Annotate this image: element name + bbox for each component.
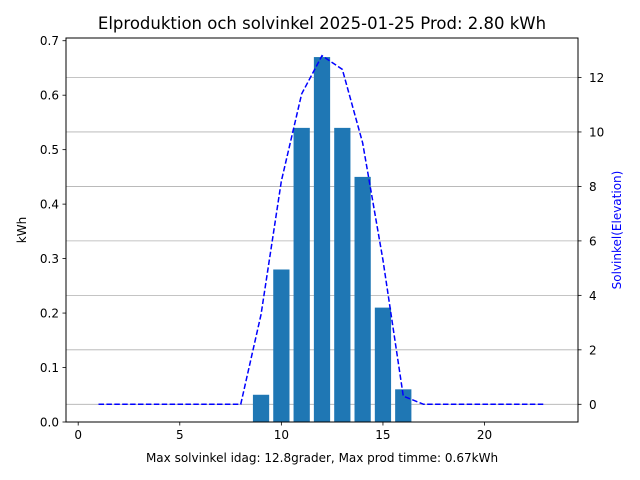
bar	[374, 307, 392, 422]
x-axis: 0 5 10 15 20	[74, 422, 492, 442]
y-axis-left: 0.0 0.1 0.2 0.3 0.4 0.5 0.6 0.7	[40, 34, 66, 430]
y-tick-label: 0.4	[40, 198, 59, 212]
y-tick-label: 0.6	[40, 89, 59, 103]
y-axis-label: kWh	[15, 217, 29, 243]
y2-tick-label: 8	[589, 180, 597, 194]
production-bars	[252, 57, 412, 422]
x-tick-label: 20	[477, 428, 492, 442]
y2-tick-label: 2	[589, 343, 597, 357]
y2-axis-label: Solvinkel(Elevation)	[610, 171, 624, 290]
x-tick-label: 10	[274, 428, 289, 442]
plot-frame	[65, 37, 579, 423]
y-tick-label: 0.0	[40, 416, 59, 430]
y2-tick-label: 0	[589, 398, 597, 412]
y-tick-label: 0.5	[40, 143, 59, 157]
x-tick-label: 15	[375, 428, 390, 442]
chart-title: Elproduktion och solvinkel 2025-01-25 Pr…	[98, 14, 546, 33]
bar	[313, 57, 331, 422]
x-axis-label: Max solvinkel idag: 12.8grader, Max prod…	[146, 451, 498, 465]
y-tick-label: 0.7	[40, 34, 59, 48]
y2-tick-label: 12	[589, 71, 604, 85]
y2-tick-label: 10	[589, 125, 604, 139]
solar-elevation-line	[98, 54, 546, 406]
y-tick-label: 0.2	[40, 307, 59, 321]
bar	[334, 127, 351, 422]
y-tick-label: 0.3	[40, 252, 59, 266]
bar	[252, 394, 270, 422]
bar	[293, 127, 310, 422]
elevation-line	[98, 54, 546, 406]
y-axis-right: 0 2 4 6 8 10 12	[578, 71, 604, 412]
bar	[354, 176, 371, 422]
x-tick-label: 0	[74, 428, 82, 442]
x-tick-label: 5	[176, 428, 184, 442]
y2-tick-label: 6	[589, 234, 597, 248]
y-tick-label: 0.1	[40, 361, 59, 375]
bar	[273, 269, 290, 422]
y2-tick-label: 4	[589, 289, 597, 303]
